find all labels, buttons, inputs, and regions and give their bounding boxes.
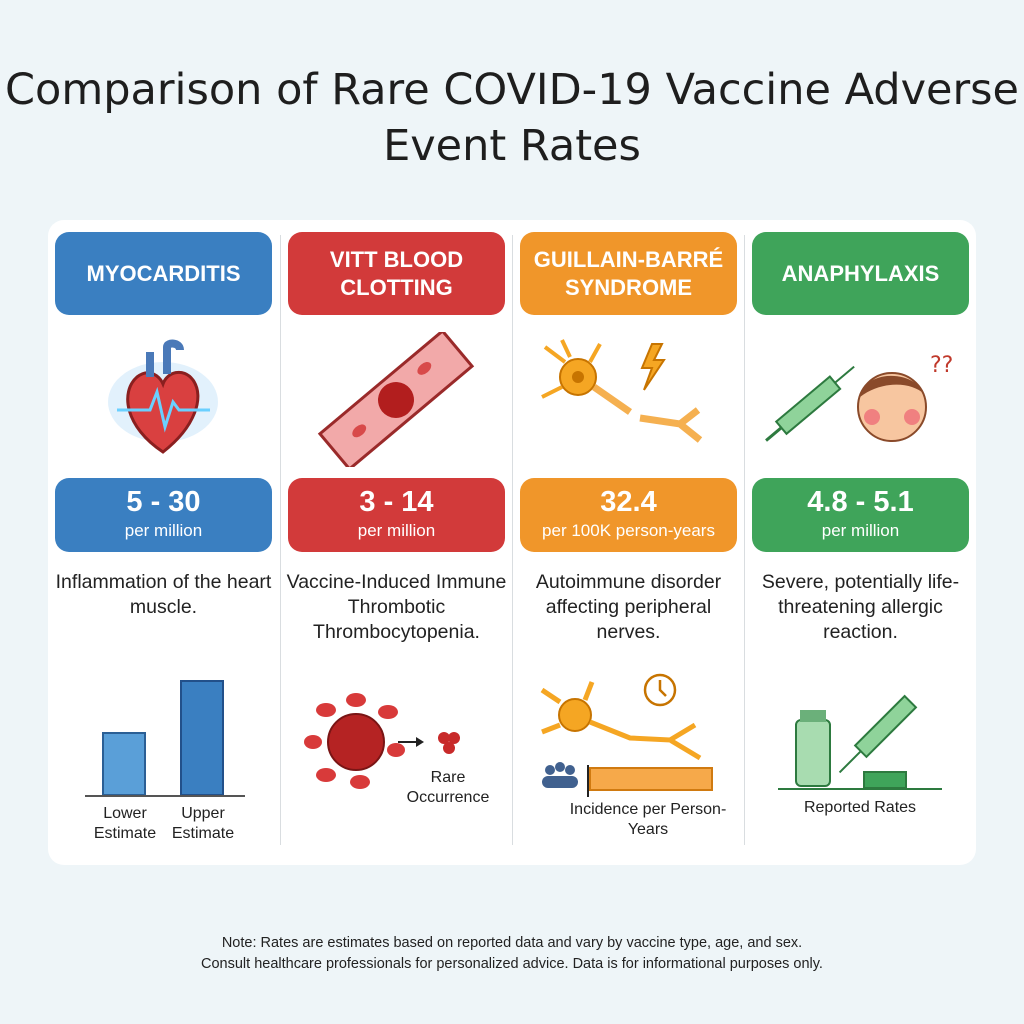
page-title: Comparison of Rare COVID-19 Vaccine Adve… [4,65,1020,171]
people-icon [542,762,578,788]
incidence-illustration: Incidence per Person-Years [520,670,737,850]
description: Severe, potentially life-threatening all… [761,571,960,643]
incidence-bar [589,767,713,791]
caption: Rare Occurrence [406,769,490,806]
column-anaphylaxis: ANAPHYLAXIS ?? 4.8 - 5.1 per million Seve… [752,232,969,852]
stat-value: 32.4 [600,486,657,518]
reported-rate-bar [863,771,907,789]
stat-value: 4.8 - 5.1 [807,486,914,518]
column-gbs: GUILLAIN-BARRÉ SYNDROME 32.4 per 100K per… [520,232,737,852]
divider [280,235,281,845]
bar-upper-estimate [180,680,224,796]
stat-myocarditis: 5 - 30 per million [55,478,272,552]
stat-value: 5 - 30 [126,486,201,518]
divider [512,235,513,845]
syringe-allergic-face-icon: ?? [752,332,969,467]
blood-vessel-clot-icon [288,328,505,472]
header-vitt: VITT BLOOD CLOTTING [288,232,505,315]
divider [744,235,745,845]
stat-vitt: 3 - 14 per million [288,478,505,552]
stat-unit: per million [821,521,900,540]
description: Autoimmune disorder affecting peripheral… [535,571,722,643]
clot-illustration: Rare Occurrence [288,670,505,850]
heart-ecg-icon [55,332,272,467]
stat-unit: per million [124,521,203,540]
header-anaphylaxis: ANAPHYLAXIS [752,232,969,315]
column-vitt: VITT BLOOD CLOTTING 3 - 14 per million Va… [287,232,506,852]
stat-unit: per 100K person-years [542,521,715,540]
bar-lower-estimate [102,732,146,796]
stat-gbs: 32.4 per 100K person-years [520,478,737,552]
estimate-bar-chart: Lower Estimate Upper Estimate [55,670,272,850]
description: Vaccine-Induced Immune Thrombotic Thromb… [286,571,507,643]
header-myocarditis: MYOCARDITIS [55,232,272,315]
description: Inflammation of the heart muscle. [55,571,272,618]
caption: Reported Rates [803,799,917,816]
reported-rates-illustration: Reported Rates [752,670,969,850]
column-myocarditis: MYOCARDITIS 5 - 30 per million Inflammati… [55,232,272,852]
footnote-line: Consult healthcare professionals for per… [201,956,823,972]
svg-text:??: ?? [930,353,953,378]
label-lower-estimate: Lower Estimate [93,805,157,842]
caption: Incidence per Person-Years [569,801,727,838]
damaged-neuron-icon [520,332,737,467]
stat-value: 3 - 14 [359,486,434,518]
stat-unit: per million [357,521,436,540]
footnote-line: Note: Rates are estimates based on repor… [221,935,803,951]
footnote: Note: Rates are estimates based on repor… [0,933,1024,975]
header-gbs: GUILLAIN-BARRÉ SYNDROME [520,232,737,315]
label-upper-estimate: Upper Estimate [171,805,235,842]
stat-anaphylaxis: 4.8 - 5.1 per million [752,478,969,552]
